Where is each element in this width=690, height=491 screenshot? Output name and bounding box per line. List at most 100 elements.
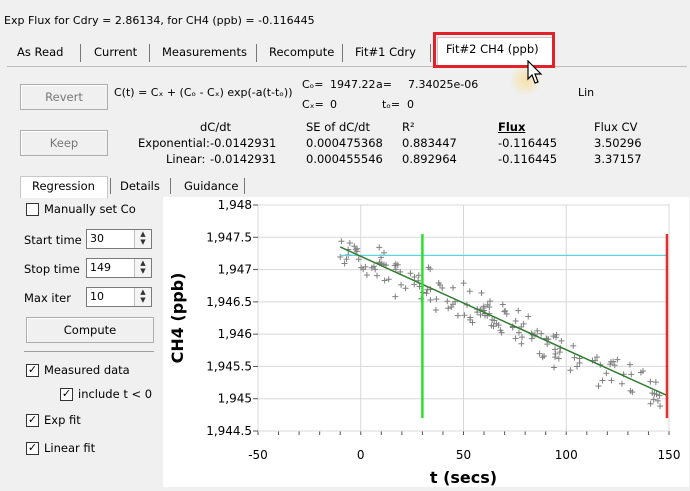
ch4-flux-chart[interactable]: -50 0 50 100 150 1,948 1,947.5 1,947 1,946.5 1,94… xyxy=(163,197,689,491)
tab-divider xyxy=(80,44,81,62)
tab-current[interactable]: Current xyxy=(94,45,138,59)
data-point xyxy=(444,298,451,305)
revert-button[interactable]: Revert xyxy=(20,84,108,110)
data-point xyxy=(402,285,409,292)
data-point xyxy=(525,313,532,320)
data-point xyxy=(515,307,522,314)
compute-button[interactable]: Compute xyxy=(26,317,154,343)
tab-as-read[interactable]: As Read xyxy=(17,45,64,59)
subtab-regression[interactable]: Regression xyxy=(32,179,95,193)
data-point xyxy=(376,244,383,251)
tab-measurements[interactable]: Measurements xyxy=(162,45,247,59)
co-label: Cₒ= xyxy=(302,78,324,91)
cursor-highlight xyxy=(508,65,544,95)
x-tick-label: 50 xyxy=(456,448,471,462)
lin-flux-cv: 3.37157 xyxy=(594,152,642,166)
max-iter-spinbox[interactable]: 10 ▲ ▼ xyxy=(86,287,152,307)
data-point xyxy=(558,337,565,344)
data-point xyxy=(466,288,473,295)
data-point xyxy=(603,370,610,377)
include-neg-checkbox[interactable]: ✓ xyxy=(60,387,73,401)
data-point xyxy=(657,403,664,410)
data-point xyxy=(454,312,461,319)
exp-fit-checkbox[interactable]: ✓ xyxy=(26,413,39,427)
subtab-active-bg xyxy=(20,176,108,198)
data-point xyxy=(407,270,414,277)
data-point xyxy=(571,354,578,361)
y-tick-label: 1,946.5 xyxy=(206,295,252,309)
tab-divider xyxy=(170,178,171,194)
measured-data-checkbox[interactable]: ✓ xyxy=(26,363,39,377)
data-point xyxy=(647,378,654,385)
data-point xyxy=(343,256,350,263)
data-point xyxy=(654,397,661,404)
tab-recompute[interactable]: Recompute xyxy=(269,45,335,59)
a-label: a= xyxy=(376,78,392,91)
data-point xyxy=(432,306,439,313)
data-point xyxy=(553,331,560,338)
tab-fit2-ch4[interactable]: Fit#2 CH4 (ppb) xyxy=(446,42,539,56)
data-point xyxy=(381,277,388,284)
start-time-spinbox[interactable]: 30 ▲ ▼ xyxy=(86,229,152,249)
lin-dcdt: -0.0142931 xyxy=(210,152,277,166)
keep-button[interactable]: Keep xyxy=(20,130,108,156)
data-point xyxy=(610,358,617,365)
max-iter-value: 10 xyxy=(90,290,104,303)
x-tick-label: -50 xyxy=(248,448,268,462)
to-label: tₒ= xyxy=(382,98,401,111)
x-axis-label: t (secs) xyxy=(430,468,497,487)
active-tab-bg xyxy=(437,37,553,68)
data-point xyxy=(570,342,577,349)
fit-mode: Lin xyxy=(578,86,595,99)
data-point xyxy=(518,340,525,347)
data-point xyxy=(341,260,348,267)
y-tick-label: 1,947 xyxy=(218,263,252,277)
data-point xyxy=(599,377,606,384)
data-point xyxy=(372,266,379,273)
data-point xyxy=(556,349,563,356)
fit-line xyxy=(339,246,668,397)
data-point xyxy=(550,333,557,340)
data-point xyxy=(502,307,509,314)
data-point xyxy=(363,272,370,279)
data-point xyxy=(433,296,440,303)
tab-divider xyxy=(342,44,343,62)
data-point xyxy=(338,238,345,245)
data-point xyxy=(474,309,481,316)
y-tick-label: 1,945 xyxy=(218,392,252,406)
y-tick-label: 1,948 xyxy=(218,198,252,212)
lin-flux: -0.116445 xyxy=(498,152,558,166)
data-point xyxy=(351,243,358,250)
tab-divider xyxy=(149,44,150,62)
data-point xyxy=(652,379,659,386)
x-tick-label: 150 xyxy=(658,448,681,462)
data-point xyxy=(411,274,418,281)
data-point xyxy=(392,260,399,267)
tab-fit1-cdry[interactable]: Fit#1 Cdry xyxy=(355,45,416,59)
subtab-details[interactable]: Details xyxy=(120,179,160,193)
row-lin-label: Linear: xyxy=(166,152,206,166)
data-point xyxy=(490,323,497,330)
data-point xyxy=(650,396,657,403)
data-point xyxy=(534,327,541,334)
to-value: 0 xyxy=(407,98,414,111)
data-point xyxy=(445,305,452,312)
data-point xyxy=(495,322,502,329)
subtab-guidance[interactable]: Guidance xyxy=(184,179,239,193)
exp-dcdt: -0.0142931 xyxy=(210,136,277,150)
data-point xyxy=(427,266,434,273)
stop-time-spinbox[interactable]: 149 ▲ ▼ xyxy=(86,258,152,278)
spin-arrows-icon[interactable]: ▲ ▼ xyxy=(134,230,151,248)
data-point xyxy=(555,355,562,362)
linear-fit-checkbox[interactable]: ✓ xyxy=(26,441,39,455)
data-point xyxy=(653,391,660,398)
data-point xyxy=(478,290,485,297)
header-r2: R² xyxy=(402,120,415,134)
tab-divider xyxy=(256,44,257,62)
spin-arrows-icon[interactable]: ▲ ▼ xyxy=(134,288,151,306)
data-point xyxy=(538,330,545,337)
exp-r2: 0.883447 xyxy=(402,136,457,150)
manual-co-checkbox[interactable] xyxy=(26,203,39,216)
data-point xyxy=(435,280,442,287)
spin-arrows-icon[interactable]: ▲ ▼ xyxy=(134,259,151,277)
